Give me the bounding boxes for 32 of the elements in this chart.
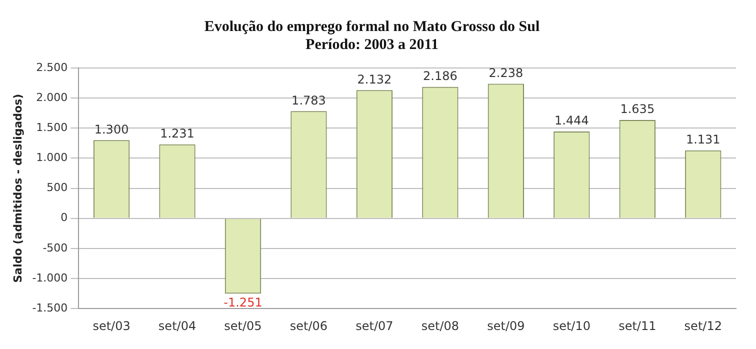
data-label: 1.300 — [94, 122, 129, 136]
y-tick-label: -1.500 — [32, 301, 68, 314]
y-tick-label: 2.000 — [36, 90, 68, 104]
chart-subtitle: Período: 2003 a 2011 — [306, 36, 438, 53]
chart-title: Evolução do emprego formal no Mato Grosso do Sul — [204, 18, 540, 35]
y-tick-label: 0 — [60, 211, 68, 224]
data-label: 2.132 — [357, 72, 392, 86]
x-tick-label: set/10 — [552, 318, 590, 333]
y-tick-label: 1.500 — [36, 121, 68, 134]
data-label: -1.251 — [224, 296, 262, 310]
x-tick-label: set/11 — [618, 318, 656, 333]
data-label: 2.238 — [488, 66, 524, 80]
x-tick-label: set/12 — [684, 318, 722, 333]
y-tick-label: 500 — [46, 181, 68, 194]
x-tick-label: set/04 — [158, 318, 196, 333]
y-tick-label: -500 — [42, 241, 68, 254]
x-tick-label: set/06 — [290, 318, 328, 333]
x-tick-label: set/09 — [487, 318, 525, 333]
y-tick-label: 1.000 — [36, 151, 68, 164]
y-axis-title: Saldo (admitidos - desligados) — [11, 94, 24, 283]
x-tick-label: set/07 — [356, 318, 394, 333]
data-label: 1.783 — [292, 93, 326, 108]
data-label: 2.186 — [423, 69, 458, 84]
y-tick-label: -1.000 — [32, 271, 68, 284]
x-tick-label: set/03 — [92, 318, 130, 333]
x-tick-label: set/08 — [421, 318, 460, 333]
data-label: 1.131 — [686, 132, 720, 146]
data-label: 1.635 — [620, 102, 655, 116]
data-label: 1.444 — [554, 114, 589, 128]
x-tick-label: set/05 — [224, 318, 262, 333]
data-label: 1.231 — [160, 126, 194, 140]
y-tick-label: 2.500 — [36, 60, 68, 74]
